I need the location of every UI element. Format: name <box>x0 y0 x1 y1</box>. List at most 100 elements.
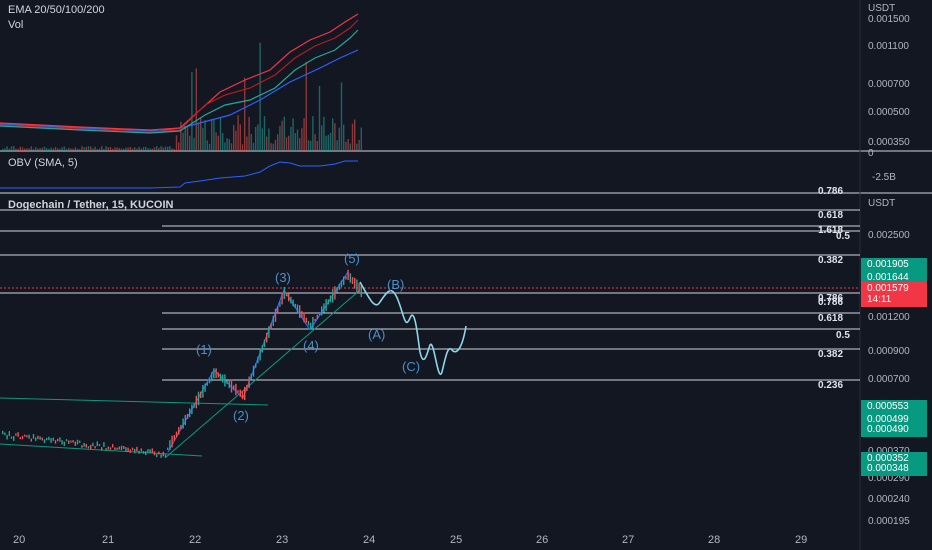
volume-bar <box>358 139 360 151</box>
volume-bar <box>248 117 250 151</box>
candle <box>32 434 35 439</box>
volume-bar <box>272 143 274 151</box>
volume-bar <box>318 86 321 151</box>
candle <box>292 299 294 307</box>
volume-bar <box>261 128 263 151</box>
volume-bar <box>305 61 307 151</box>
candle <box>4 432 6 436</box>
volume-bar <box>70 148 72 151</box>
volume-bar <box>112 148 114 151</box>
volume-bar <box>321 125 323 151</box>
candle-countdown: 14:11 <box>861 293 927 307</box>
volume-bar <box>301 128 303 151</box>
candle <box>259 348 261 361</box>
candle <box>61 440 63 445</box>
candle <box>248 376 250 389</box>
candle <box>301 311 303 318</box>
candle <box>193 403 195 408</box>
volume-bar <box>87 146 90 151</box>
top-axis-tick: 0.000350 <box>868 137 910 148</box>
volume-bar <box>24 148 26 151</box>
x-axis-label: 23 <box>276 534 289 546</box>
volume-bar <box>8 148 10 151</box>
candle <box>360 285 362 298</box>
volume-bar <box>268 128 270 151</box>
obv-indicator-label[interactable]: OBV (SMA, 5) <box>8 157 78 169</box>
volume-bar <box>19 146 21 151</box>
volume-bar <box>294 133 296 151</box>
projection-path <box>359 281 467 376</box>
candle <box>230 379 233 393</box>
volume-bar <box>164 146 167 151</box>
candle <box>153 451 156 456</box>
volume-bar <box>79 148 81 151</box>
candle <box>226 380 228 385</box>
candle <box>142 451 145 454</box>
candle <box>41 437 43 441</box>
candle <box>224 374 226 387</box>
price-tag: 0.001905 <box>861 258 927 272</box>
candle <box>219 373 222 380</box>
main-axis-tick: 0.000290 <box>868 473 910 484</box>
candle <box>305 317 307 323</box>
main-axis-tick: 0.001200 <box>868 312 910 323</box>
volume-bar <box>347 139 349 151</box>
wave-label: (B) <box>387 277 405 292</box>
candle <box>136 446 138 452</box>
candle <box>79 440 81 443</box>
volume-bar <box>107 147 109 151</box>
volume-bar <box>127 147 129 151</box>
candle <box>160 454 162 458</box>
candle <box>35 437 37 441</box>
volume-bar <box>156 146 158 151</box>
volume-bar <box>237 115 239 151</box>
candle <box>28 434 30 439</box>
candle <box>114 447 116 451</box>
volume-bar <box>145 146 147 151</box>
wave-label: (1) <box>196 342 212 357</box>
volume-bar <box>266 136 268 151</box>
candle <box>310 322 312 330</box>
x-axis-label: 29 <box>795 534 808 546</box>
volume-bar <box>345 141 347 151</box>
volume-bar <box>134 147 136 151</box>
symbol-title[interactable]: Dogechain / Tether, 15, KUCOIN <box>8 199 174 211</box>
volume-bar <box>246 136 248 151</box>
obv-line <box>0 160 358 189</box>
candle <box>103 442 105 447</box>
candle <box>283 287 285 299</box>
x-axis-label: 25 <box>450 534 463 546</box>
candle <box>288 293 290 302</box>
candle <box>140 448 142 452</box>
volume-bar <box>65 148 68 151</box>
candle <box>90 444 92 450</box>
volume-bar <box>46 148 48 151</box>
candle <box>281 292 283 305</box>
volume-bar <box>142 147 145 151</box>
volume-bar <box>21 147 24 151</box>
candle <box>343 276 345 286</box>
candle <box>345 276 347 280</box>
candle <box>98 444 101 447</box>
candle <box>164 454 167 458</box>
candle <box>134 448 136 454</box>
volume-bar <box>217 135 219 151</box>
wave-label: (C) <box>402 359 421 374</box>
candle <box>257 356 259 364</box>
ema-indicator-label[interactable]: EMA 20/50/100/200 <box>8 4 105 16</box>
volume-bar <box>360 127 362 151</box>
candle <box>299 305 301 318</box>
candle <box>191 404 193 415</box>
volume-bar <box>230 143 233 151</box>
candle <box>19 437 21 440</box>
top-axis-tick: 0.001500 <box>868 14 910 25</box>
candle <box>184 414 186 426</box>
candle <box>48 436 50 441</box>
volume-bar <box>314 134 316 151</box>
fib-label: 0.5 <box>836 231 850 242</box>
volume-indicator-label[interactable]: Vol <box>8 19 24 31</box>
candle <box>39 436 41 440</box>
candle <box>338 283 340 290</box>
candle <box>180 424 182 430</box>
